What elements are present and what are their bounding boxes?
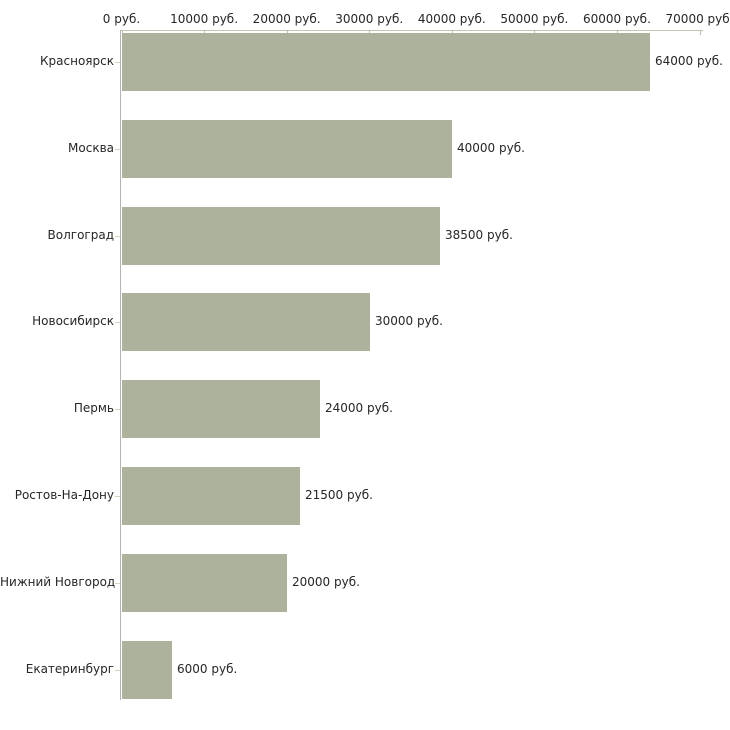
x-axis-tick-mark — [286, 30, 288, 35]
bar-value-label: 6000 руб. — [177, 662, 238, 676]
x-axis-tick-label: 60000 руб. — [582, 12, 651, 26]
bar-category-label: Нижний Новгород — [0, 575, 116, 589]
bar — [122, 554, 287, 612]
x-axis-tick-mark — [369, 30, 371, 35]
x-axis-tick-label: 70000 руб. — [665, 12, 730, 26]
x-axis-tick-label: 0 руб. — [102, 12, 141, 26]
bar — [122, 380, 320, 438]
x-axis-tick-label: 50000 руб. — [500, 12, 569, 26]
x-axis-line — [120, 30, 703, 31]
x-axis-tick-mark — [204, 30, 206, 35]
bar-category-label: Екатеринбург — [25, 662, 114, 676]
x-axis-tick-mark — [699, 30, 701, 35]
x-axis-tick-mark — [616, 30, 618, 35]
bar-value-label: 24000 руб. — [325, 401, 393, 415]
x-axis-tick-label: 10000 руб. — [170, 12, 239, 26]
bar — [122, 293, 370, 351]
category-tick-mark — [115, 322, 120, 323]
category-tick-mark — [115, 62, 120, 63]
bar-value-label: 40000 руб. — [457, 141, 525, 155]
x-axis-tick-mark — [121, 30, 123, 35]
x-axis-tick-label: 40000 руб. — [417, 12, 486, 26]
x-axis-tick-mark — [534, 30, 536, 35]
bar-category-label: Ростов-На-Дону — [14, 488, 114, 502]
bar-value-label: 21500 руб. — [305, 488, 373, 502]
bar — [122, 120, 452, 178]
category-tick-mark — [115, 670, 120, 671]
bar — [122, 207, 440, 265]
x-axis-tick-label: 20000 руб. — [252, 12, 321, 26]
bar — [122, 33, 650, 91]
bar-value-label: 64000 руб. — [655, 54, 723, 68]
bar-category-label: Москва — [68, 141, 114, 155]
x-axis-tick-label: 30000 руб. — [335, 12, 404, 26]
bar-category-label: Волгоград — [47, 228, 114, 242]
bar — [122, 641, 172, 699]
bar-value-label: 38500 руб. — [445, 228, 513, 242]
bar-category-label: Новосибирск — [32, 314, 114, 328]
y-axis-line — [120, 30, 121, 700]
category-tick-mark — [115, 583, 120, 584]
category-tick-mark — [115, 149, 120, 150]
bar-value-label: 20000 руб. — [292, 575, 360, 589]
category-tick-mark — [115, 236, 120, 237]
bar-category-label: Пермь — [73, 401, 114, 415]
x-axis-tick-mark — [451, 30, 453, 35]
bar — [122, 467, 300, 525]
category-tick-mark — [115, 496, 120, 497]
bar-category-label: Красноярск — [40, 54, 114, 68]
bar-value-label: 30000 руб. — [375, 314, 443, 328]
category-tick-mark — [115, 409, 120, 410]
